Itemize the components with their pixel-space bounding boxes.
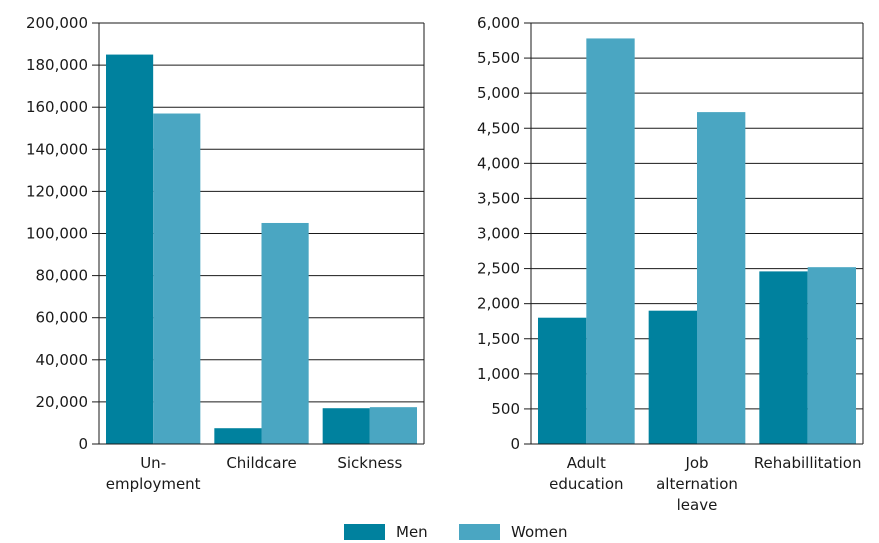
left-bar-men-sickness (322, 408, 370, 444)
legend-item-men: Men (344, 522, 428, 542)
right-ytick-label-6: 3,000 (477, 225, 520, 243)
legend-label-men: Men (396, 523, 428, 541)
right-bar-women-adult-education (586, 38, 635, 444)
legend-swatch-women (459, 524, 500, 540)
right-chart: 0 500 1,000 1,500 2,000 2,500 3,000 3,500 4,000 4… (477, 14, 864, 514)
right-ytick-label-9: 4,500 (477, 119, 520, 137)
left-ytick-label-4: 80,000 (36, 267, 89, 285)
left-ytick-label-1: 20,000 (36, 393, 89, 411)
left-ytick-label-8: 160,000 (26, 98, 88, 116)
left-bar-women-sickness (369, 407, 417, 444)
right-ytick-label-3: 1,500 (477, 330, 520, 348)
right-ytick-label-12: 6,000 (477, 14, 520, 32)
left-ytick-label-7: 140,000 (26, 140, 88, 158)
left-ytick-label-0: 0 (78, 435, 88, 453)
right-ytick-label-8: 4,000 (477, 154, 520, 172)
legend-item-women: Women (459, 522, 567, 542)
right-ytick-label-10: 5,000 (477, 84, 520, 102)
left-bar-men-childcare (214, 428, 262, 444)
left-ytick-label-3: 60,000 (36, 309, 89, 327)
charts-svg: 0 20,000 40,000 60,000 80,000 100,000 120,000 1… (26, 14, 864, 514)
left-ytick-label-10: 200,000 (26, 14, 88, 32)
right-bar-women-rehabillitation (807, 267, 856, 444)
right-ytick-label-11: 5,500 (477, 49, 520, 67)
right-category-label-rehabillitation: Rehabillitation (754, 454, 862, 472)
right-ytick-label-4: 2,000 (477, 295, 520, 313)
left-chart: 0 20,000 40,000 60,000 80,000 100,000 120,000 1… (26, 14, 425, 493)
right-category-label-adult-education: Adult education (549, 454, 623, 493)
right-bar-women-job-alternation-leave (697, 112, 746, 444)
left-category-label-childcare: Childcare (226, 454, 296, 472)
legend-label-women: Women (511, 523, 568, 541)
left-category-label-un-employment: Un-employment (106, 454, 201, 493)
right-ytick-label-1: 500 (491, 400, 520, 418)
left-ytick-label-5: 100,000 (26, 225, 88, 243)
left-ytick-label-6: 120,000 (26, 182, 88, 200)
left-ytick-label-9: 180,000 (26, 56, 88, 74)
right-bar-men-adult-education (538, 317, 587, 444)
left-ytick-label-2: 40,000 (36, 351, 89, 369)
right-bar-men-rehabillitation (759, 271, 808, 444)
right-ytick-label-2: 1,000 (477, 365, 520, 383)
left-bar-men-un-employment (106, 54, 154, 444)
left-bar-women-un-employment (153, 113, 201, 444)
legend: Men Women (0, 521, 879, 543)
right-category-label-job-alternation-leave: Job alternation leave (656, 454, 738, 514)
left-bar-women-childcare (261, 222, 309, 444)
right-ytick-label-5: 2,500 (477, 260, 520, 278)
left-category-label-sickness: Sickness (337, 454, 402, 472)
legend-swatch-men (344, 524, 385, 540)
right-ytick-label-0: 0 (510, 435, 520, 453)
right-ytick-label-7: 3,500 (477, 189, 520, 207)
right-bar-men-job-alternation-leave (648, 310, 697, 444)
